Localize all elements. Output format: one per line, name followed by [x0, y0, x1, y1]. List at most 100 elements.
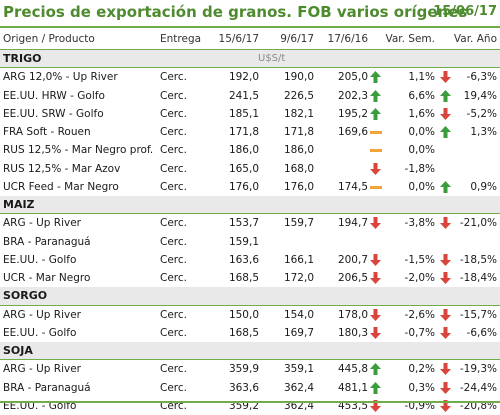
entrega-cell: Cerc. [160, 144, 187, 157]
price-current: 150,0 [228, 308, 259, 321]
table-row: RUS 12,5% - Mar Negro prof. Cerc. 186,0 186… [0, 141, 500, 159]
col-header-entrega: Entrega [160, 33, 202, 45]
table-body: TRIGO U$S/t ARG 12,0% - Up River Cerc. 192,0… [0, 50, 500, 415]
down-arrow-icon [440, 397, 452, 415]
up-arrow-icon [440, 123, 452, 141]
weekly-change: 1,1% [408, 71, 435, 84]
product-name: ARG - Up River [3, 217, 81, 230]
table-row: RUS 12,5% - Mar Azov Cerc. 165,0 168,0 -1,8% [0, 160, 500, 178]
title-bar: Precios de exportación de granos. FOB va… [0, 0, 500, 27]
down-arrow-icon [440, 360, 452, 378]
price-current: 165,0 [228, 162, 259, 175]
column-header-row: Origen / Producto Entrega 15/6/17 9/6/17… [0, 28, 500, 50]
up-arrow-icon [370, 379, 382, 397]
section-unit: U$S/t [258, 53, 286, 64]
price-current: 171,8 [228, 126, 259, 138]
price-year-ago: 453,5 [337, 399, 368, 412]
weekly-change: 6,6% [408, 89, 435, 102]
down-arrow-icon [440, 324, 452, 342]
table-row: ARG - Up River Cerc. 153,7 159,7 194,7 -3,8% -… [0, 214, 500, 232]
table-row: EE.UU. SRW - Golfo Cerc. 185,1 182,1 195,2 1,… [0, 105, 500, 123]
down-arrow-icon [370, 324, 382, 342]
section-header: TRIGO U$S/t [0, 50, 500, 69]
product-name: RUS 12,5% - Mar Negro prof. [3, 144, 154, 157]
col-header-product: Origen / Producto [3, 33, 95, 45]
table-row: EE.UU. - Golfo Cerc. 163,6 166,1 200,7 -1,5% -… [0, 251, 500, 269]
entrega-cell: Cerc. [160, 326, 187, 339]
entrega-cell: Cerc. [160, 399, 187, 412]
yearly-change: -18,4% [459, 272, 497, 284]
product-name: ARG - Up River [3, 308, 81, 321]
table-row: ARG 12,0% - Up River Cerc. 192,0 190,0 205,0… [0, 68, 500, 86]
price-current: 359,2 [228, 399, 259, 412]
table-row: BRA - Paranaguá Cerc. 159,1 [0, 233, 500, 251]
product-name: BRA - Paranaguá [3, 235, 91, 248]
price-week-ago: 190,0 [283, 71, 314, 84]
product-name: EE.UU. - Golfo [3, 326, 77, 339]
entrega-cell: Cerc. [160, 308, 187, 321]
weekly-change: 0,0% [408, 126, 435, 138]
yearly-change: -5,2% [466, 107, 497, 120]
bottom-divider [0, 401, 500, 403]
product-name: EE.UU. - Golfo [3, 253, 77, 266]
section-title: SORGO [3, 289, 48, 303]
up-arrow-icon [370, 105, 382, 123]
product-name: UCR - Mar Negro [3, 272, 91, 284]
table-row: EE.UU. - Golfo Cerc. 168,5 169,7 180,3 -0,7% -… [0, 324, 500, 342]
col-header-var-ano: Var. Año [453, 33, 497, 45]
price-current: 359,9 [228, 363, 259, 376]
yearly-change: -20,8% [459, 399, 497, 412]
product-name: UCR Feed - Mar Negro [3, 180, 119, 193]
up-arrow-icon [370, 68, 382, 86]
entrega-cell: Cerc. [160, 253, 187, 266]
entrega-cell: Cerc. [160, 363, 187, 376]
price-week-ago: 362,4 [283, 399, 314, 412]
yearly-change: -24,4% [459, 381, 497, 394]
price-current: 153,7 [228, 217, 259, 230]
entrega-cell: Cerc. [160, 71, 187, 84]
down-arrow-icon [370, 251, 382, 269]
flat-dash-icon [370, 178, 382, 196]
section-title: SOJA [3, 344, 33, 357]
header-divider [0, 49, 500, 50]
price-year-ago: 194,7 [337, 217, 368, 230]
flat-dash-icon [370, 141, 382, 159]
section-title: MAIZ [3, 198, 35, 211]
price-year-ago: 202,3 [337, 89, 368, 102]
down-arrow-icon [440, 379, 452, 397]
section-header: SOJA [0, 342, 500, 361]
entrega-cell: Cerc. [160, 235, 187, 248]
flat-dash-icon [370, 123, 382, 141]
section-header: SORGO [0, 287, 500, 306]
table-row: EE.UU. - Golfo Cerc. 359,2 362,4 453,5 -0,9% -… [0, 397, 500, 415]
price-current: 185,1 [228, 107, 259, 120]
price-year-ago: 200,7 [337, 253, 368, 266]
product-name: ARG - Up River [3, 363, 81, 376]
price-week-ago: 168,0 [283, 162, 314, 175]
entrega-cell: Cerc. [160, 162, 187, 175]
price-year-ago: 169,6 [337, 126, 368, 138]
down-arrow-icon [370, 269, 382, 287]
weekly-change: -0,7% [404, 326, 435, 339]
price-year-ago: 445,8 [337, 363, 368, 376]
price-week-ago: 172,0 [283, 272, 314, 284]
down-arrow-icon [440, 214, 452, 232]
price-week-ago: 359,1 [283, 363, 314, 376]
weekly-change: 0,2% [408, 363, 435, 376]
entrega-cell: Cerc. [160, 272, 187, 284]
weekly-change: -2,0% [404, 272, 435, 284]
price-year-ago: 195,2 [337, 107, 368, 120]
yearly-change: 0,9% [470, 180, 497, 193]
table-row: FRA Soft - Rouen Cerc. 171,8 171,8 169,6 0,0%… [0, 123, 500, 141]
product-name: EE.UU. HRW - Golfo [3, 89, 105, 102]
price-current: 363,6 [228, 381, 259, 394]
entrega-cell: Cerc. [160, 180, 187, 193]
product-name: BRA - Paranaguá [3, 381, 91, 394]
col-header-date-1: 15/6/17 [218, 33, 259, 45]
col-header-date-3: 17/6/16 [327, 33, 368, 45]
price-week-ago: 226,5 [283, 89, 314, 102]
product-name: FRA Soft - Rouen [3, 126, 91, 138]
page-title: Precios de exportación de granos. FOB va… [3, 3, 468, 21]
price-current: 192,0 [228, 71, 259, 84]
